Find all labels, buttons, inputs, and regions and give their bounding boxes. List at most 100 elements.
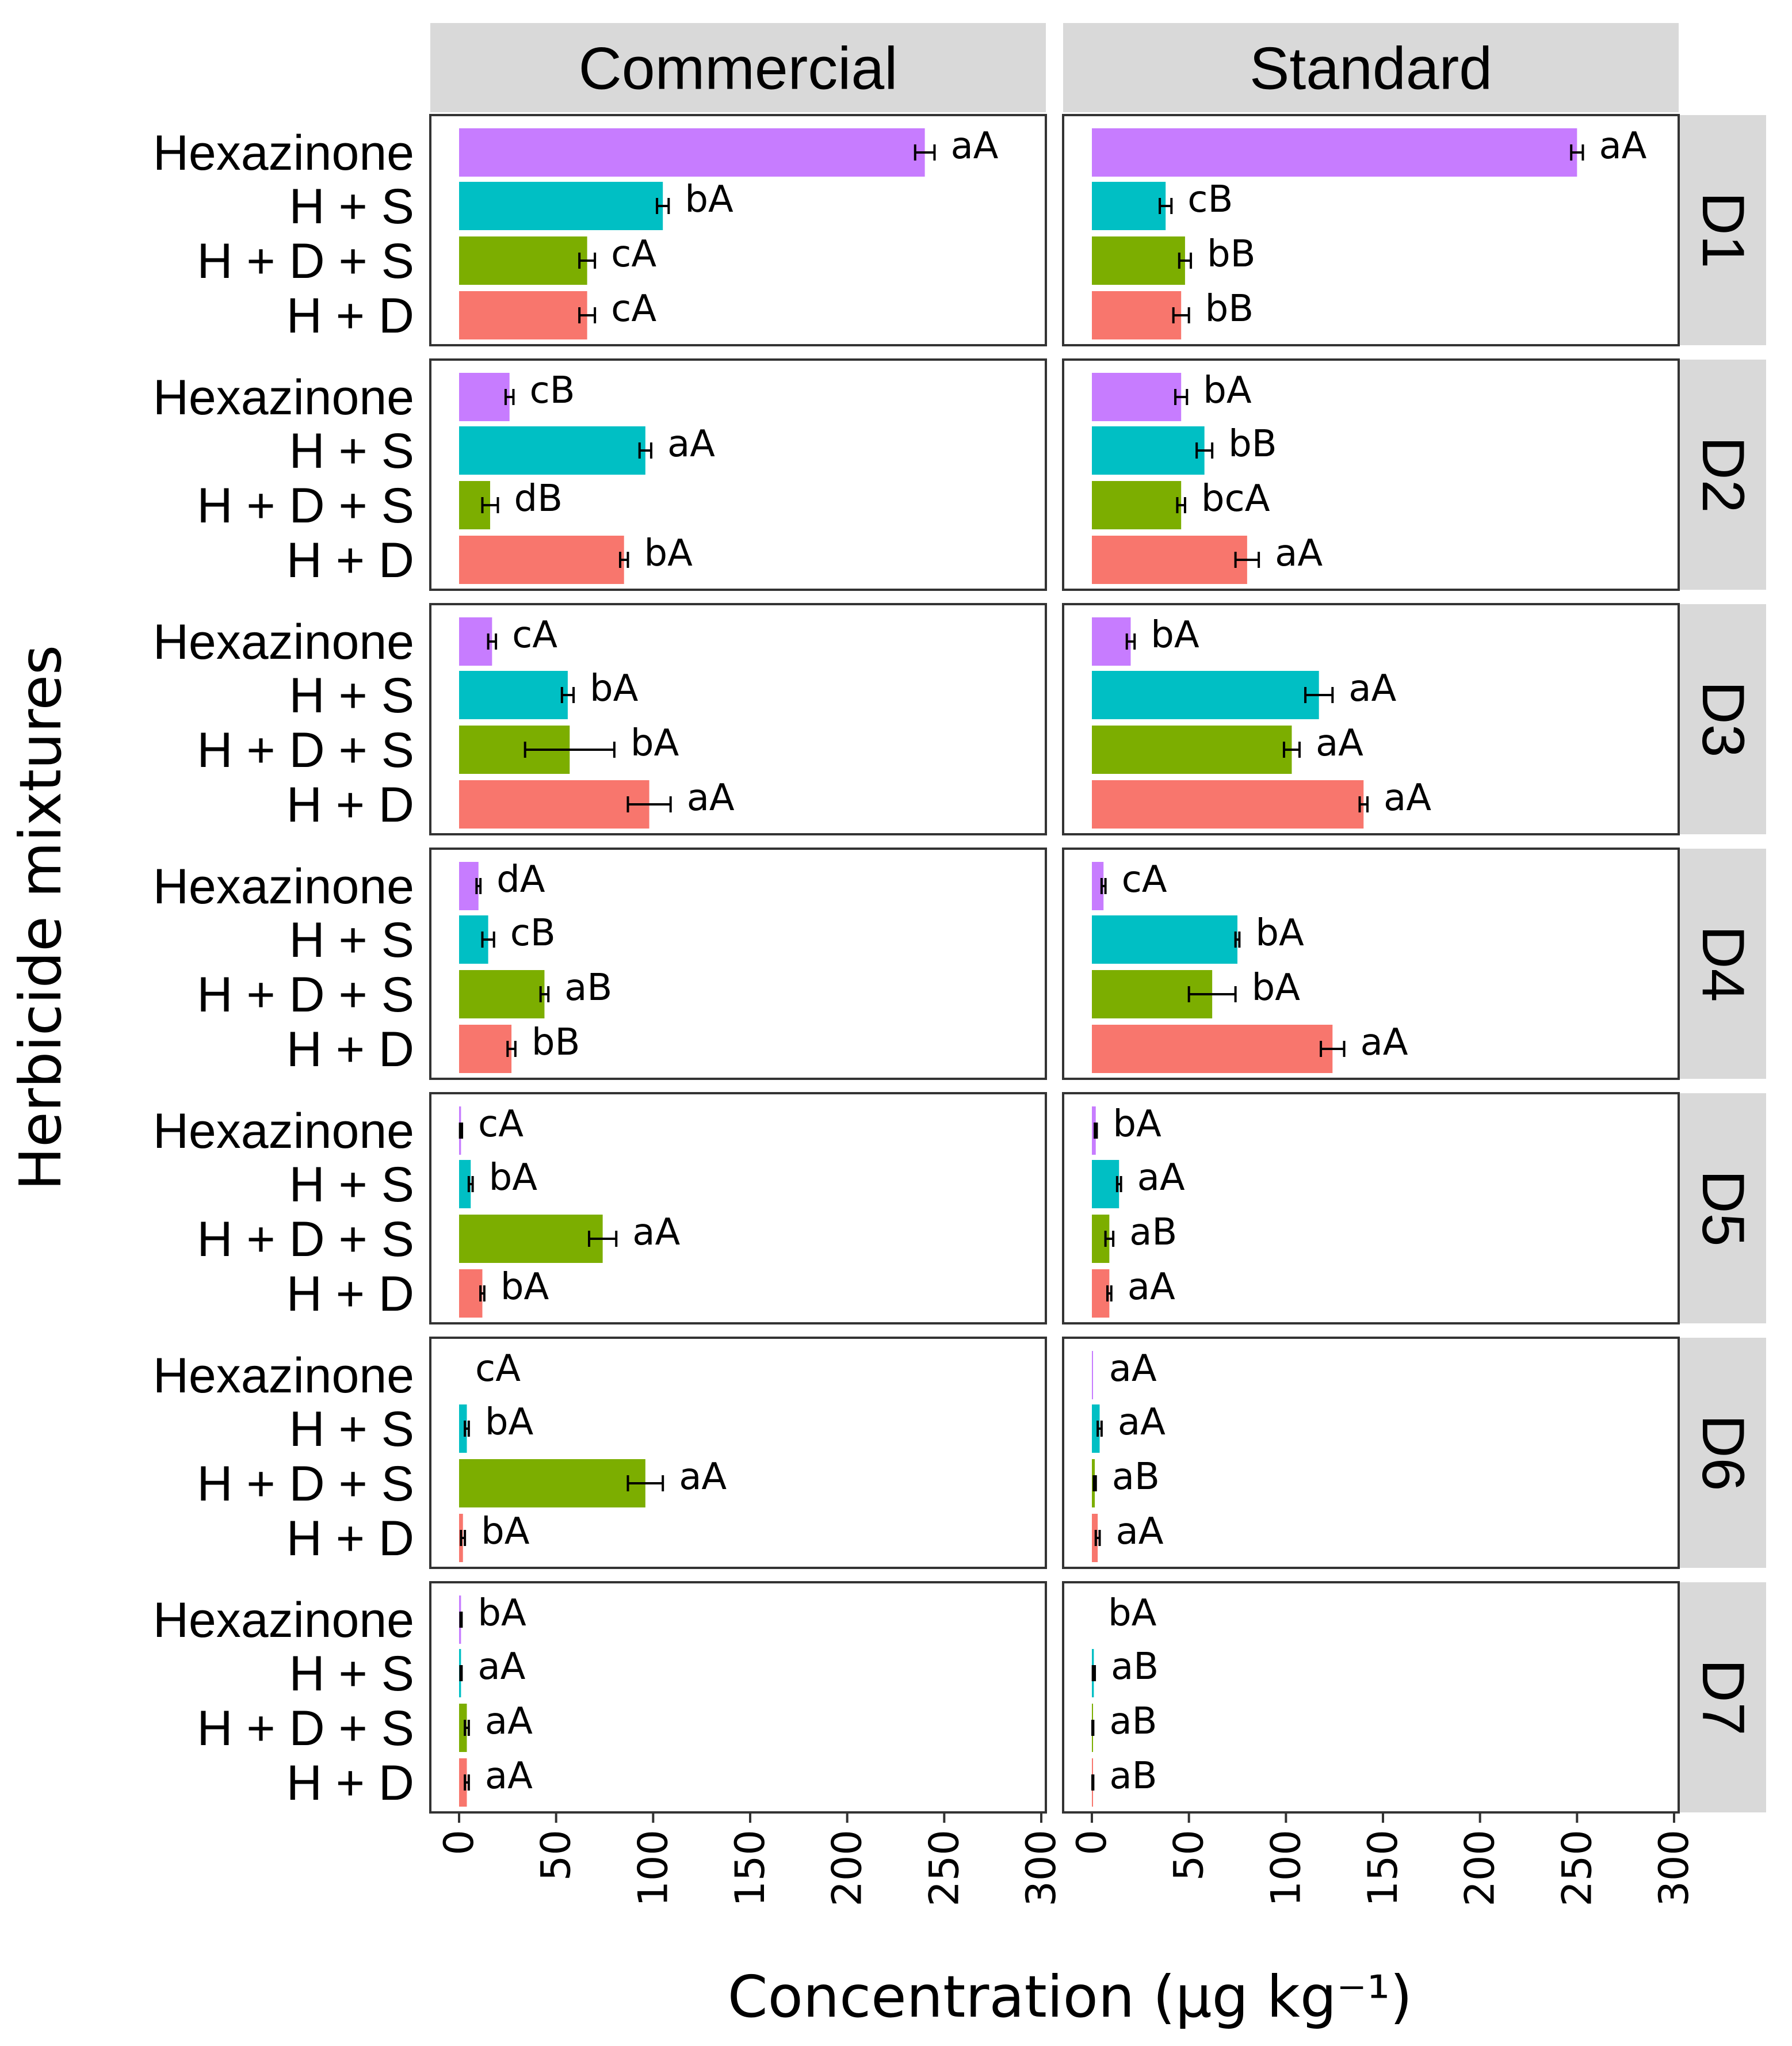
strip-label-d4: D4	[1690, 926, 1756, 1002]
strip-label-d2: D2	[1690, 437, 1756, 513]
strip-d4	[1680, 849, 1766, 1079]
significance-label-d1-standard-h-d-s: bB	[1207, 233, 1256, 276]
strip-label-d6: D6	[1690, 1415, 1756, 1491]
significance-label-d5-standard-hexazinone: bA	[1113, 1103, 1161, 1146]
significance-label-d3-standard-h-d: aA	[1384, 777, 1431, 819]
significance-label-d1-commercial-h-d: cA	[611, 288, 656, 330]
significance-label-d7-standard-hexazinone: bA	[1108, 1592, 1157, 1635]
bar-d4-commercial-h-d	[459, 1025, 512, 1073]
strip-label-commercial: Commercial	[579, 36, 898, 102]
x-tick-label-commercial-250: 250	[920, 1830, 968, 1907]
strip-label-d3: D3	[1690, 681, 1756, 758]
significance-label-d4-standard-hexazinone: cA	[1122, 858, 1167, 901]
strip-d1	[1680, 115, 1766, 345]
significance-label-d4-standard-h-d-s: bA	[1252, 967, 1301, 1009]
significance-label-d4-commercial-h-s: cB	[510, 912, 556, 955]
significance-label-d7-standard-h-d-s: aB	[1109, 1700, 1157, 1743]
bar-d1-standard-h-d	[1092, 291, 1182, 339]
significance-label-d2-standard-h-s: bB	[1228, 423, 1277, 465]
strip-d2	[1680, 360, 1766, 590]
bar-d2-standard-h-s	[1092, 426, 1205, 475]
bar-d7-commercial-h-d	[459, 1758, 467, 1807]
x-tick-label-commercial-50: 50	[533, 1830, 580, 1881]
significance-label-d4-standard-h-d: aA	[1361, 1021, 1408, 1064]
significance-label-d6-commercial-h-s: bA	[485, 1401, 534, 1444]
category-label-d2-h-s: H + S	[289, 423, 414, 479]
bar-d2-standard-h-d	[1092, 536, 1247, 584]
significance-label-d1-standard-h-d: bB	[1205, 288, 1254, 330]
x-tick-label-commercial-200: 200	[824, 1830, 871, 1907]
bar-d6-standard-hexazinone	[1092, 1351, 1093, 1399]
bar-d2-commercial-hexazinone	[459, 373, 510, 421]
category-label-d2-h-d: H + D	[286, 533, 414, 588]
bar-d5-commercial-h-d	[459, 1269, 483, 1318]
significance-label-d6-standard-h-d: aA	[1115, 1510, 1163, 1553]
significance-label-d1-standard-hexazinone: aA	[1599, 125, 1646, 167]
panel-d7-commercial	[429, 1581, 1047, 1814]
bar-d2-commercial-h-s	[459, 426, 645, 475]
significance-label-d5-commercial-hexazinone: cA	[478, 1103, 524, 1146]
x-axis-title: Concentration (µg kg⁻¹)	[728, 1963, 1412, 2030]
category-label-d4-h-d: H + D	[286, 1022, 414, 1077]
significance-label-d7-standard-h-d: aB	[1109, 1755, 1157, 1797]
significance-label-d7-commercial-h-d-s: aA	[485, 1700, 533, 1743]
strip-commercial	[430, 23, 1046, 112]
x-tick-label-standard-50: 50	[1166, 1830, 1213, 1881]
strip-d3	[1680, 604, 1766, 834]
category-label-d7-hexazinone: Hexazinone	[153, 1593, 414, 1648]
strip-d5	[1680, 1093, 1766, 1323]
bar-d4-standard-hexazinone	[1092, 862, 1104, 910]
significance-label-d7-standard-h-s: aB	[1111, 1646, 1159, 1688]
bar-d7-commercial-h-d-s	[459, 1704, 467, 1752]
significance-label-d1-commercial-hexazinone: aA	[950, 125, 998, 167]
bar-d3-standard-hexazinone	[1092, 617, 1131, 666]
category-label-d5-h-d: H + D	[286, 1266, 414, 1322]
bar-d4-commercial-h-d-s	[459, 970, 545, 1018]
category-label-d3-hexazinone: Hexazinone	[153, 614, 414, 670]
x-tick-label-standard-300: 300	[1650, 1830, 1698, 1907]
strip-label-d5: D5	[1690, 1170, 1756, 1247]
significance-label-d4-commercial-h-d: bB	[532, 1021, 580, 1064]
category-label-d5-h-s: H + S	[289, 1157, 414, 1212]
category-label-d7-h-s: H + S	[289, 1646, 414, 1701]
significance-label-d3-standard-h-s: aA	[1348, 667, 1396, 710]
bar-d2-standard-h-d-s	[1092, 481, 1182, 529]
category-label-d6-hexazinone: Hexazinone	[153, 1348, 414, 1403]
category-label-d2-h-d-s: H + D + S	[197, 478, 414, 533]
category-label-d4-hexazinone: Hexazinone	[153, 859, 414, 914]
significance-label-d6-commercial-hexazinone: cA	[475, 1348, 521, 1390]
panel-d7-standard	[1062, 1581, 1680, 1814]
strip-d7	[1680, 1582, 1766, 1812]
panel-d6-commercial	[429, 1337, 1047, 1569]
category-label-d6-h-d: H + D	[286, 1511, 414, 1566]
bar-d5-standard-h-s	[1092, 1160, 1119, 1208]
category-label-d3-h-s: H + S	[289, 668, 414, 723]
category-label-d4-h-d-s: H + D + S	[197, 967, 414, 1022]
significance-label-d3-standard-h-d-s: aA	[1316, 722, 1363, 765]
x-tick-label-commercial-0: 0	[435, 1830, 483, 1856]
x-tick-label-commercial-100: 100	[629, 1830, 677, 1907]
bar-d2-commercial-h-d	[459, 536, 624, 584]
strip-label-d1: D1	[1690, 192, 1756, 269]
significance-label-d2-standard-h-d: aA	[1275, 532, 1323, 575]
bar-d1-standard-hexazinone	[1092, 128, 1577, 177]
category-label-d1-h-d: H + D	[286, 288, 414, 343]
significance-label-d5-commercial-h-d: bA	[500, 1266, 549, 1308]
bar-d2-standard-hexazinone	[1092, 373, 1182, 421]
strip-label-d7: D7	[1690, 1659, 1756, 1736]
significance-label-d3-standard-hexazinone: bA	[1151, 614, 1199, 656]
x-tick-label-standard-200: 200	[1457, 1830, 1504, 1907]
category-label-d2-hexazinone: Hexazinone	[153, 370, 414, 425]
significance-label-d5-standard-h-d-s: aB	[1129, 1211, 1177, 1254]
category-label-d5-hexazinone: Hexazinone	[153, 1104, 414, 1159]
category-label-d7-h-d: H + D	[286, 1755, 414, 1811]
significance-label-d4-commercial-hexazinone: dA	[496, 858, 545, 901]
bar-d5-commercial-h-d-s	[459, 1215, 603, 1263]
bar-d1-standard-h-s	[1092, 182, 1166, 230]
bar-d4-standard-h-s	[1092, 915, 1237, 964]
significance-label-d2-commercial-h-d: bA	[644, 532, 693, 575]
significance-label-d1-commercial-h-d-s: cA	[611, 233, 656, 276]
bar-d6-commercial-h-s	[459, 1404, 467, 1453]
category-label-d5-h-d-s: H + D + S	[197, 1212, 414, 1267]
significance-label-d5-standard-h-s: aA	[1137, 1156, 1185, 1199]
